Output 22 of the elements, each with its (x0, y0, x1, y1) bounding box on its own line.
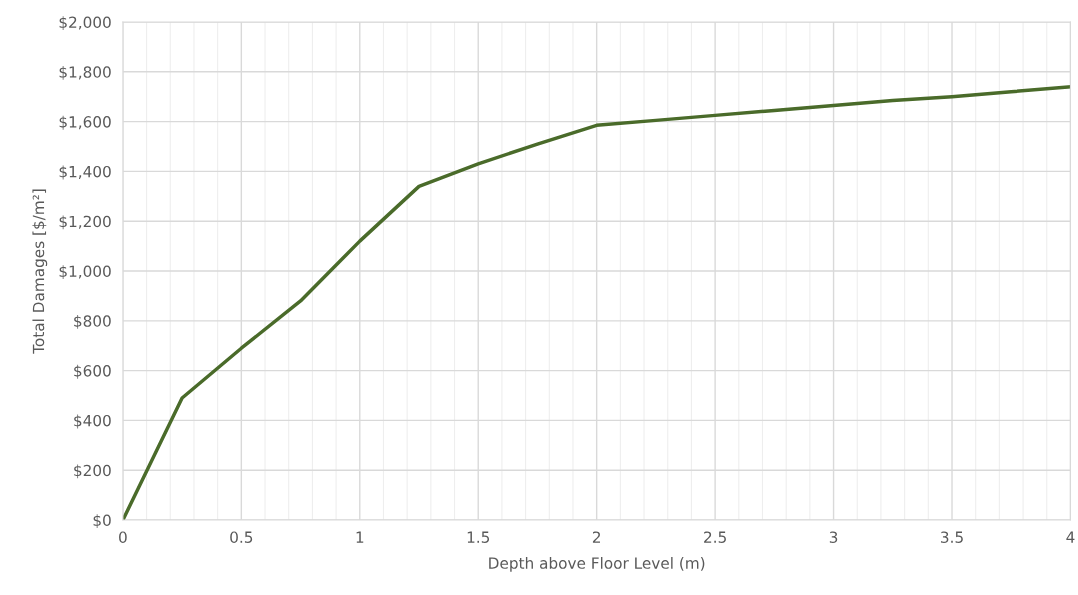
x-tick-label: 0.5 (230, 531, 253, 543)
y-tick-label: $1,400 (59, 165, 111, 180)
x-tick-label: 3.5 (941, 531, 963, 543)
y-tick-label: $1,800 (59, 66, 111, 80)
y-tick-label: $1,600 (59, 115, 111, 130)
y-tick-label: $1,000 (59, 265, 111, 280)
x-axis-title: Depth above Floor Level (m) (489, 557, 705, 572)
y-axis-title: Total Damages [$/m²] (32, 189, 48, 354)
x-tick-label: 2.5 (704, 531, 726, 543)
y-tick-label: $2,000 (59, 16, 111, 31)
x-tick-label: 1 (356, 531, 364, 543)
x-tick-label: 4 (1066, 531, 1075, 543)
y-tick-label: $200 (74, 464, 111, 479)
x-tick-label: 0 (119, 531, 127, 543)
x-tick-label: 1.5 (467, 531, 490, 543)
y-tick-label: $400 (74, 414, 111, 429)
x-tick-label: 2 (592, 531, 600, 543)
y-tick-label: $0 (93, 514, 111, 529)
y-tick-label: $1,200 (59, 215, 111, 230)
x-tick-label: 3 (829, 531, 838, 543)
y-tick-label: $600 (74, 364, 111, 379)
y-tick-label: $800 (74, 315, 111, 329)
